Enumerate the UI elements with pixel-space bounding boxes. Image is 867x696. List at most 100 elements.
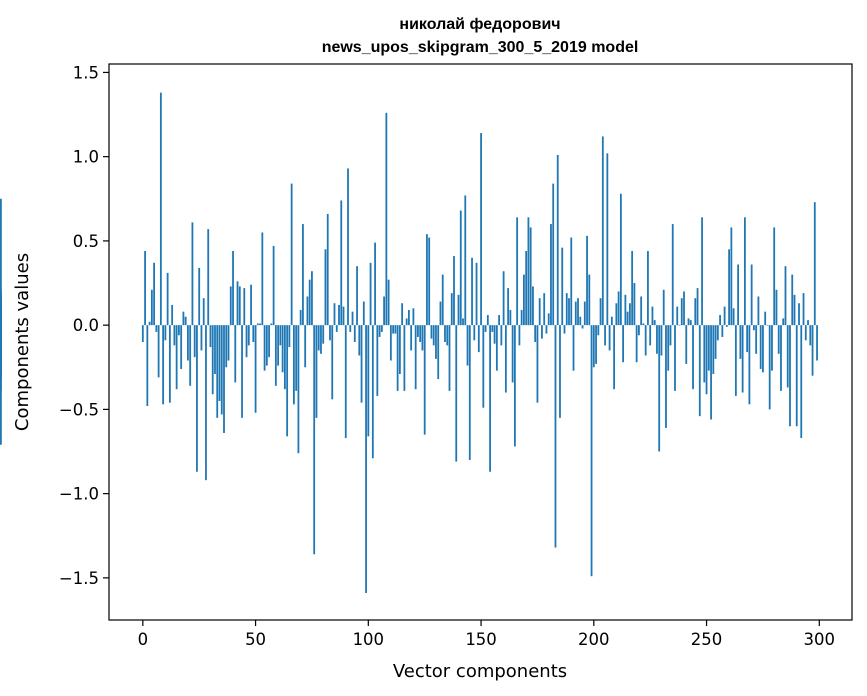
bar-component-86 bbox=[335, 325, 338, 332]
bar-component-59 bbox=[274, 325, 277, 386]
bar-component-133 bbox=[441, 274, 444, 326]
bar-component-80 bbox=[322, 325, 325, 344]
x-tick-label: 200 bbox=[578, 630, 610, 649]
bar-component-142 bbox=[462, 318, 464, 326]
bar-component-166 bbox=[516, 217, 519, 326]
bar-component-291 bbox=[798, 303, 800, 326]
bar-component-219 bbox=[635, 325, 638, 363]
bar-component-272 bbox=[755, 325, 758, 354]
bar-component-10 bbox=[164, 325, 167, 341]
plot-frame bbox=[108, 63, 853, 621]
bar-component-280 bbox=[773, 227, 776, 326]
bar-component-85 bbox=[333, 303, 336, 326]
bar-component-194 bbox=[579, 316, 582, 326]
y-tick-label: 1.5 bbox=[73, 63, 99, 82]
bar-component-93 bbox=[351, 311, 354, 326]
bar-component-167 bbox=[518, 325, 521, 346]
bar-component-130 bbox=[435, 325, 437, 359]
bar-component-57 bbox=[270, 323, 273, 326]
bar-component-116 bbox=[403, 325, 406, 391]
bar-component-296 bbox=[809, 325, 812, 346]
x-tick-label: 150 bbox=[465, 630, 497, 649]
bar-component-250 bbox=[705, 325, 708, 395]
bar-component-270 bbox=[750, 264, 753, 326]
bar-component-168 bbox=[520, 309, 523, 326]
bar-component-141 bbox=[459, 210, 462, 326]
bar-component-51 bbox=[256, 323, 259, 326]
bar-component-41 bbox=[234, 325, 237, 383]
bar-component-178 bbox=[543, 293, 546, 326]
bar-component-128 bbox=[430, 325, 433, 339]
bar-component-81 bbox=[324, 249, 327, 326]
bar-component-72 bbox=[304, 325, 307, 368]
chart-title-line1: николай федорович bbox=[399, 16, 560, 33]
bar-component-144 bbox=[466, 325, 469, 366]
bar-component-208 bbox=[610, 316, 613, 326]
bar-component-108 bbox=[385, 112, 388, 326]
bar-component-23 bbox=[193, 325, 196, 358]
bar-component-54 bbox=[263, 325, 266, 371]
bar-component-174 bbox=[534, 325, 537, 342]
bar-component-278 bbox=[768, 325, 771, 410]
bar-component-27 bbox=[202, 298, 205, 326]
bar-component-39 bbox=[229, 286, 232, 326]
bar-component-123 bbox=[419, 325, 422, 342]
bar-component-70 bbox=[299, 309, 302, 326]
bar-component-undefined bbox=[0, 198, 2, 326]
bar-component-252 bbox=[710, 325, 712, 420]
bar-component-0 bbox=[141, 325, 144, 342]
bar-component-89 bbox=[342, 306, 345, 326]
bar-component-223 bbox=[644, 325, 647, 356]
bar-component-253 bbox=[712, 325, 715, 375]
bar-component-151 bbox=[482, 325, 485, 408]
bar-component-186 bbox=[561, 247, 564, 326]
bar-component-125 bbox=[423, 325, 426, 435]
bar-component-245 bbox=[694, 298, 697, 326]
bar-component-172 bbox=[529, 227, 532, 326]
bar-component-207 bbox=[608, 325, 611, 351]
bar-component-30 bbox=[209, 325, 212, 348]
bar-component-255 bbox=[716, 325, 719, 341]
y-tick-label: 1.0 bbox=[73, 148, 99, 167]
bar-component-242 bbox=[687, 318, 690, 326]
bar-component-251 bbox=[707, 325, 710, 371]
bar-component-192 bbox=[574, 301, 577, 326]
x-tick-label: 300 bbox=[804, 630, 836, 649]
bar-component-262 bbox=[732, 308, 735, 326]
bar-component-201 bbox=[595, 325, 597, 364]
bar-component-135 bbox=[446, 325, 449, 346]
x-tick-label: 100 bbox=[353, 630, 385, 649]
bar-component-145 bbox=[468, 325, 471, 460]
bar-component-61 bbox=[279, 325, 282, 346]
bar-component-152 bbox=[484, 325, 487, 332]
bar-component-247 bbox=[698, 325, 701, 417]
bar-component-17 bbox=[180, 325, 183, 369]
bar-component-126 bbox=[426, 234, 428, 326]
bar-component-19 bbox=[184, 316, 187, 326]
bar-component-1 bbox=[144, 251, 146, 326]
bar-component-71 bbox=[302, 224, 304, 326]
bar-component-204 bbox=[601, 136, 604, 326]
bar-component-31 bbox=[211, 325, 214, 395]
y-tick-label: 0.0 bbox=[73, 316, 99, 335]
bar-component-13 bbox=[171, 304, 174, 326]
bar-component-107 bbox=[383, 296, 385, 326]
bar-component-84 bbox=[331, 325, 334, 400]
bar-component-199 bbox=[590, 325, 593, 577]
bar-component-29 bbox=[207, 229, 210, 326]
y-axis-ticks: −1.5 −1.0 −0.5 0.0 0.5 1.0 1.5 bbox=[59, 63, 109, 588]
bar-component-68 bbox=[295, 325, 298, 391]
bar-component-161 bbox=[504, 325, 507, 393]
bar-component-212 bbox=[619, 193, 622, 326]
bar-component-220 bbox=[638, 325, 640, 336]
bar-component-159 bbox=[500, 325, 503, 346]
bar-component-179 bbox=[545, 325, 548, 334]
x-tick-label: 0 bbox=[138, 630, 149, 649]
bar-component-38 bbox=[227, 325, 230, 361]
bar-component-156 bbox=[493, 325, 496, 344]
bar-component-295 bbox=[807, 320, 809, 326]
bar-component-153 bbox=[486, 315, 489, 326]
bar-component-283 bbox=[780, 325, 782, 391]
bar-component-117 bbox=[405, 318, 408, 326]
